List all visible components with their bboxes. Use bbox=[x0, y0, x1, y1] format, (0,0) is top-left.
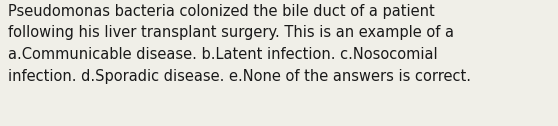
Text: Pseudomonas bacteria colonized the bile duct of a patient
following his liver tr: Pseudomonas bacteria colonized the bile … bbox=[8, 4, 472, 84]
